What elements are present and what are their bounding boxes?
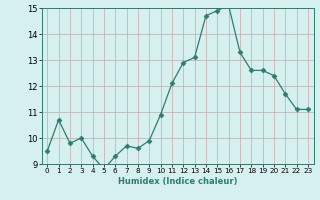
X-axis label: Humidex (Indice chaleur): Humidex (Indice chaleur) (118, 177, 237, 186)
